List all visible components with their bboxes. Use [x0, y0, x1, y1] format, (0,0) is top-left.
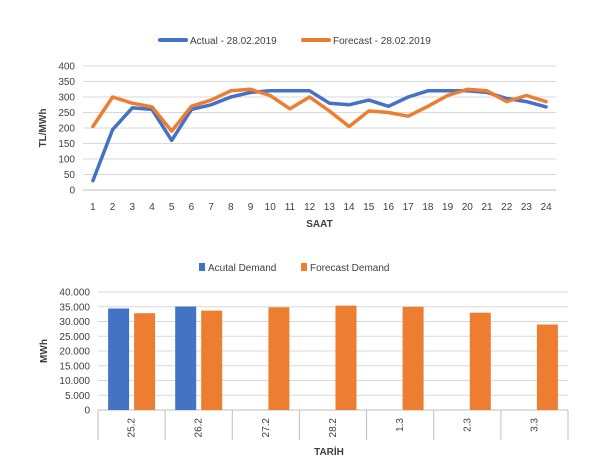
x-tick-label: 9 — [248, 202, 254, 213]
bar-forecast — [469, 312, 491, 410]
x-tick-label: 10 — [265, 202, 277, 213]
y-tick-label: 100 — [58, 155, 75, 166]
legend-label-1: Actual - 28.02.2019 — [190, 36, 277, 47]
x-tick-label: 27.2 — [261, 418, 272, 438]
x-tick-label: 15 — [363, 202, 375, 213]
x-tick-label: 7 — [208, 202, 214, 213]
x-tick-label: 23 — [521, 202, 533, 213]
y-tick-label: 50 — [64, 170, 76, 181]
y-tick-label: 35.000 — [59, 302, 90, 313]
series-line-2 — [91, 87, 548, 133]
bar-chart: Acutal Demand Forecast Demand 0 5.000 10.000… — [39, 263, 569, 458]
line-chart: Actual - 28.02.2019 Forecast - 28.02.2019… — [38, 36, 556, 230]
bar-forecast — [335, 305, 357, 410]
x-tick-label: 21 — [481, 202, 493, 213]
y-tick-label: 200 — [58, 124, 75, 135]
x-tick-label: 26.2 — [194, 418, 205, 438]
y-tick-label: 400 — [58, 62, 75, 73]
x-tick-label: 3 — [129, 202, 135, 213]
y-axis-title: MWh — [39, 339, 50, 363]
y-tick-label: 40.000 — [59, 288, 90, 299]
y-tick-label: 15.000 — [59, 361, 90, 372]
x-tick-label: 16 — [383, 202, 395, 213]
bar-actual — [175, 306, 197, 410]
x-tick-label: 11 — [285, 202, 296, 213]
x-tick-label: 25.2 — [127, 418, 138, 438]
x-tick-label: 8 — [228, 202, 234, 213]
bar-forecast — [268, 307, 290, 410]
x-tick-label: 5 — [169, 202, 175, 213]
y-tick-label: 350 — [58, 77, 75, 88]
legend-swatch-1 — [199, 263, 205, 271]
x-tick-label: 17 — [403, 202, 415, 213]
x-tick-label: 20 — [462, 202, 474, 213]
x-tick-label: 6 — [189, 202, 195, 213]
x-tick-label: 12 — [304, 202, 316, 213]
x-tick-label: 2.3 — [462, 418, 473, 432]
bar-actual — [108, 308, 130, 410]
x-tick-label: 1.3 — [395, 418, 406, 432]
y-tick-label: 0 — [84, 406, 90, 417]
x-tick-label: 4 — [149, 202, 155, 213]
x-tick-label: 24 — [541, 202, 553, 213]
x-tick-label: 28.2 — [328, 418, 339, 438]
y-tick-label: 20.000 — [59, 347, 90, 358]
x-tick-label: 13 — [324, 202, 336, 213]
x-axis-title: TARİH — [314, 445, 344, 458]
x-tick-label: 22 — [501, 202, 513, 213]
bar-forecast — [201, 310, 223, 410]
y-tick-label: 25.000 — [59, 332, 90, 343]
legend-label-2: Forecast - 28.02.2019 — [333, 36, 431, 47]
bar-forecast — [536, 324, 558, 410]
y-tick-label: 250 — [58, 108, 75, 119]
y-tick-label: 300 — [58, 93, 75, 104]
legend-swatch-2 — [301, 263, 307, 271]
bar-forecast — [402, 306, 424, 411]
y-tick-label: 10.000 — [59, 376, 90, 387]
y-tick-label: 30.000 — [59, 317, 90, 328]
x-tick-label: 1 — [90, 202, 96, 213]
x-tick-label: 19 — [442, 202, 454, 213]
x-tick-label: 14 — [344, 202, 356, 213]
x-axis-title: SAAT — [306, 219, 332, 230]
x-tick-label: 18 — [422, 202, 434, 213]
x-tick-label: 3.3 — [529, 418, 540, 432]
y-axis-title: TL/MWh — [38, 109, 49, 148]
x-tick-label: 2 — [110, 202, 116, 213]
y-tick-label: 0 — [69, 186, 75, 197]
y-tick-label: 5.000 — [65, 391, 90, 402]
legend-label-1: Acutal Demand — [208, 263, 276, 274]
bar-forecast — [134, 313, 156, 410]
y-tick-label: 150 — [58, 139, 75, 150]
legend-label-2: Forecast Demand — [310, 263, 389, 274]
